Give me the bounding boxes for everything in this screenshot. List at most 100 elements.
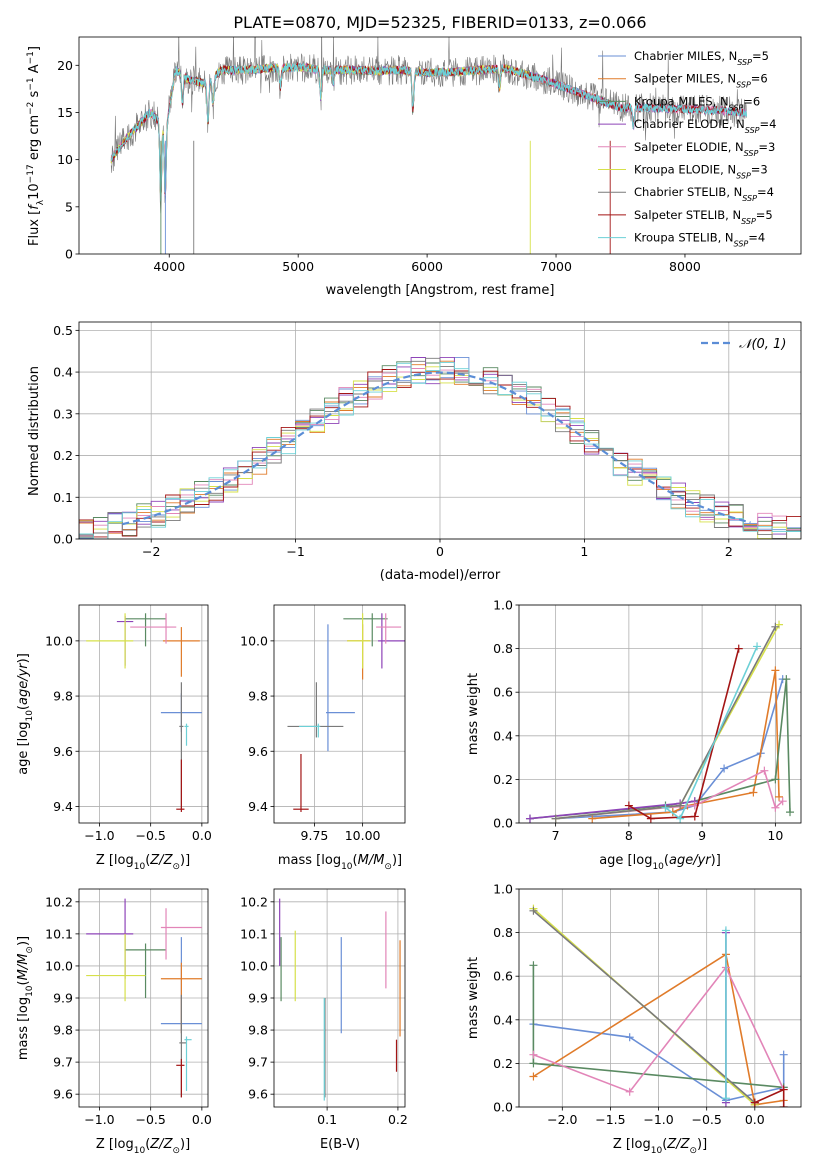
x-tick-label: 10 — [767, 828, 783, 843]
y-tick-label: 10.1 — [45, 926, 73, 941]
label-part: f — [27, 203, 42, 210]
y-tick-label: 5 — [65, 199, 73, 214]
legend-label: Salpeter STELIB, NSSP=5 — [634, 208, 773, 226]
y-tick-label: 10.2 — [240, 894, 268, 909]
weight-marker — [760, 766, 769, 775]
legend-label-tail: =4 — [760, 117, 777, 131]
errorbar-point-7 — [293, 754, 309, 812]
x-tick-label: −1 — [286, 544, 304, 559]
errorbar-point-5 — [347, 613, 371, 669]
x-tick-label: −2 — [142, 544, 160, 559]
weightZ-ylabel: mass weight — [466, 957, 481, 1039]
y-tick-label: 10.0 — [240, 633, 268, 648]
label-part: age/yr — [16, 662, 31, 705]
weight-marker — [771, 775, 780, 784]
label-part: 10 — [651, 1146, 663, 1156]
weight-series-5 — [555, 624, 780, 820]
weight-series-0 — [555, 678, 784, 820]
legend-label: Chabrier MILES, NSSP=5 — [634, 49, 769, 67]
plot-area — [110, 37, 748, 254]
weight-series-8 — [665, 646, 758, 820]
label-part: Z [log — [96, 853, 134, 868]
label-part: 10 — [134, 1146, 146, 1156]
weight-marker — [529, 1072, 538, 1081]
y-tick-label: 0.1 — [53, 490, 73, 505]
label-part: )] — [180, 853, 190, 868]
x-tick-label: 10.00 — [345, 828, 381, 843]
errorbar-point-8 — [299, 723, 321, 738]
y-tick-label: 0.6 — [493, 969, 513, 984]
label-part: 10 — [134, 862, 146, 872]
x-tick-label: 5000 — [282, 259, 314, 274]
x-tick-label: −0.5 — [691, 1112, 721, 1127]
spectrum-line-7 — [110, 61, 744, 198]
weight-marker — [529, 961, 538, 970]
legend-label-sub: SSP — [745, 126, 760, 135]
x-tick-label: −1.0 — [643, 1112, 673, 1127]
weight-marker — [661, 803, 670, 812]
legend-label-base: Chabrier MILES, N — [634, 49, 737, 63]
label-part: )] — [180, 1137, 190, 1152]
y-tick-label: 9.9 — [248, 991, 268, 1006]
label-part: ⊙ — [172, 1146, 180, 1156]
y-tick-label: 1.0 — [493, 882, 513, 897]
y-tick-label: 9.6 — [53, 744, 73, 759]
errorbar-point-6 — [179, 994, 187, 1098]
label-part: mass [log — [16, 997, 31, 1060]
plot-area — [86, 898, 202, 1098]
label-part: Z [log — [96, 1137, 134, 1152]
y-tick-label: 0.4 — [493, 728, 513, 743]
legend-label-base: Chabrier STELIB, N — [634, 185, 742, 199]
y-tick-label: 9.4 — [53, 799, 73, 814]
x-tick-label: 0.0 — [192, 1112, 212, 1127]
panel-age_vs_Z: −1.0 −0.5 0.09.49.69.810.0Z [log10(Z/Z⊙)]a… — [16, 604, 212, 872]
y-tick-label: 20 — [57, 58, 73, 73]
errorbar-point-5 — [86, 613, 134, 669]
plot-area — [525, 620, 795, 823]
y-tick-label: 9.6 — [248, 744, 268, 759]
legend-label-sub: SSP — [742, 194, 757, 203]
axes-frame — [78, 604, 209, 824]
errorbar-point-8 — [184, 723, 189, 746]
errorbar-point-2 — [343, 613, 388, 647]
label-part: ( — [145, 853, 150, 868]
weight-marker — [778, 797, 787, 806]
label-part: A — [27, 64, 42, 77]
x-tick-label: 0.2 — [388, 1112, 408, 1127]
hist-xlabel: (data-model)/error — [380, 568, 501, 583]
y-tick-label: 9.8 — [248, 1023, 268, 1038]
weight-series-4 — [533, 965, 785, 1093]
figure-title: PLATE=0870, MJD=52325, FIBERID=0133, z=0… — [233, 13, 646, 32]
label-part: erg cm — [27, 115, 42, 164]
plot-area — [279, 898, 401, 1101]
legend-label: Salpeter MILES, NSSP=6 — [634, 72, 768, 90]
weight-marker — [775, 620, 784, 629]
label-part: Z [log — [613, 1137, 651, 1152]
label-part: Z/Z — [666, 1137, 690, 1152]
hist-ylabel: Normed distribution — [27, 366, 42, 496]
label-part: M/M — [358, 853, 385, 868]
weight-marker — [775, 792, 784, 801]
y-tick-label: 9.8 — [53, 1023, 73, 1038]
legend-label-sub: SSP — [736, 171, 751, 180]
label-part: −1 — [26, 51, 36, 64]
label-part: ( — [664, 853, 669, 868]
y-tick-label: 10 — [57, 152, 73, 167]
panel-residual_hist: −2 −1 0 1 2 0.0 0.1 0.2 0.3 0.4 0.5 𝒩(0, 1) (data-mo… — [27, 321, 802, 583]
weight-marker — [525, 814, 534, 823]
label-part: M/M — [16, 954, 31, 981]
x-tick-label: 9 — [698, 828, 706, 843]
weight-marker — [529, 1050, 538, 1059]
errorbar-point-5 — [86, 933, 146, 1002]
label-part: Z/Z — [149, 853, 173, 868]
spectrum-legend: Chabrier MILES, NSSP=5 Salpeter MILES, NS… — [598, 49, 776, 248]
x-tick-label: −1.0 — [84, 1112, 114, 1127]
x-tick-label: −0.5 — [135, 1112, 165, 1127]
weight-marker — [646, 814, 655, 823]
y-tick-label: 0.4 — [53, 365, 73, 380]
weight-marker — [676, 801, 685, 810]
weight-marker — [782, 675, 791, 684]
legend-label-tail: =6 — [751, 72, 768, 86]
weightZ-xlabel: Z [log10(Z/Z⊙)] — [613, 1137, 707, 1156]
